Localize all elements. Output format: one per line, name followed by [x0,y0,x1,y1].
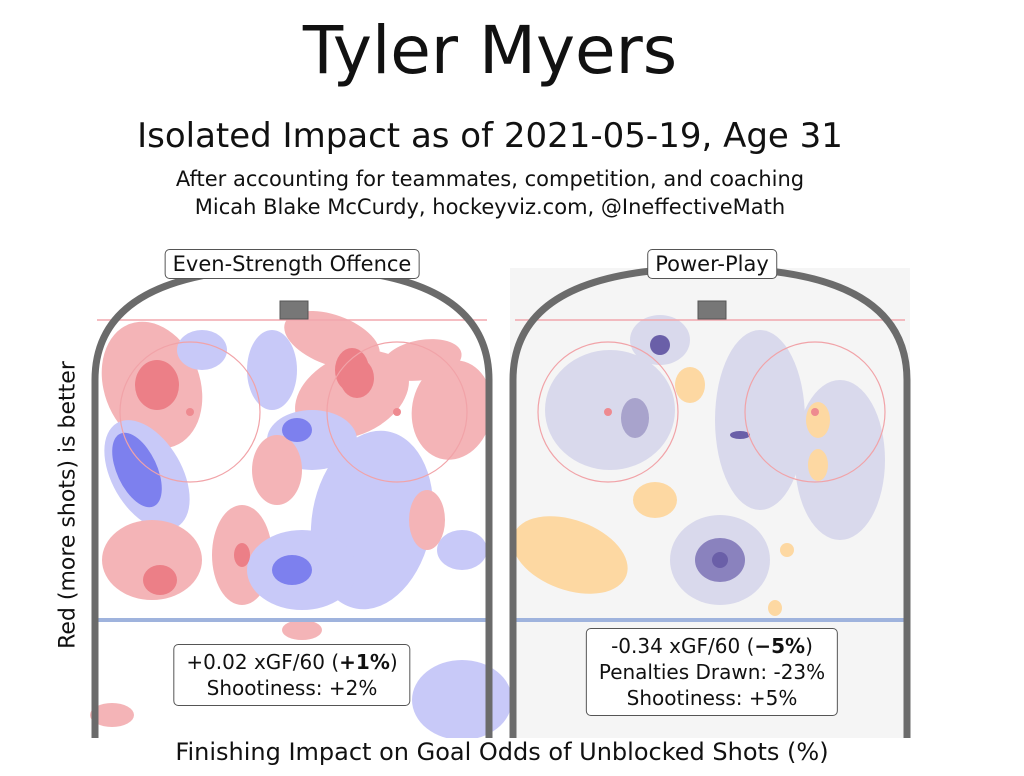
credit-note: Micah Blake McCurdy, hockeyviz.com, @Ine… [194,195,786,219]
shootiness: Shootiness: +2% [206,676,378,700]
es-heat-region [112,432,162,508]
subtitle: Isolated Impact as of 2021-05-19, Age 31 [137,116,843,156]
pp-heat-region [650,335,670,355]
es-heat-region [412,660,512,740]
x-axis-label: Finishing Impact on Goal Odds of Unblock… [175,738,829,766]
page-title: Tyler Myers [302,12,678,89]
stats-box-power-play: -0.34 xGF/60 (−5%) Penalties Drawn: -23%… [585,628,839,716]
es-heat-region [247,330,297,410]
xgf-value: -0.34 xGF/60 ( [611,634,755,658]
pp-heat-region [780,543,794,557]
es-heat-region [143,565,177,595]
xgf-percent: +1% [339,650,390,674]
es-faceoff-dot [186,408,194,416]
es-heat-region [90,703,134,727]
es-goal-net [279,300,309,320]
pp-heat-region [715,330,805,510]
es-heat-region [272,555,312,585]
pp-heat-region [512,516,628,594]
pp-faceoff-dot [811,408,819,416]
pp-mask [500,738,920,776]
panel-title-even-strength: Even-Strength Offence [164,249,420,279]
pp-heat-region [730,431,750,439]
es-heat-region [135,360,179,410]
es-heat-region [437,530,487,570]
pp-faceoff-dot [604,408,612,416]
y-axis-label: Red (more shots) is better [55,361,81,649]
pp-goal-net [697,300,727,320]
panel-title-power-play: Power-Play [647,249,777,279]
pp-heat-region [675,367,705,403]
es-heat-region [177,330,227,370]
es-faceoff-circle [326,341,468,483]
pp-heat-region [712,552,728,568]
es-heat-region [340,358,374,398]
stats-box-even-strength: +0.02 xGF/60 (+1%) Shootiness: +2% [173,644,411,706]
pp-heat-region [808,449,828,481]
pp-heat-region [806,402,830,438]
es-faceoff-circle [119,341,261,483]
es-mask [82,738,502,776]
es-heat-region [234,543,250,567]
xgf-value: +0.02 xGF/60 ( [186,650,340,674]
es-heat-region [252,435,302,505]
shootiness: Shootiness: +5% [626,686,798,710]
pp-heat-region [633,482,677,518]
es-heat-region [409,490,445,550]
es-heat-region [382,339,462,381]
es-heat-region [411,360,493,460]
es-heat-region [282,620,322,640]
pp-faceoff-circle [537,341,679,483]
es-heat-region [282,418,312,442]
pp-faceoff-circle [744,341,886,483]
pp-heat-region [621,398,649,438]
paren: ) [805,634,813,658]
paren: ) [389,650,398,674]
es-faceoff-dot [393,408,401,416]
pp-heat-region [768,600,782,616]
xgf-percent: −5% [754,634,806,658]
pp-heat-region [795,380,885,540]
penalties-drawn: Penalties Drawn: -23% [598,660,826,684]
method-note: After accounting for teammates, competit… [175,167,805,191]
